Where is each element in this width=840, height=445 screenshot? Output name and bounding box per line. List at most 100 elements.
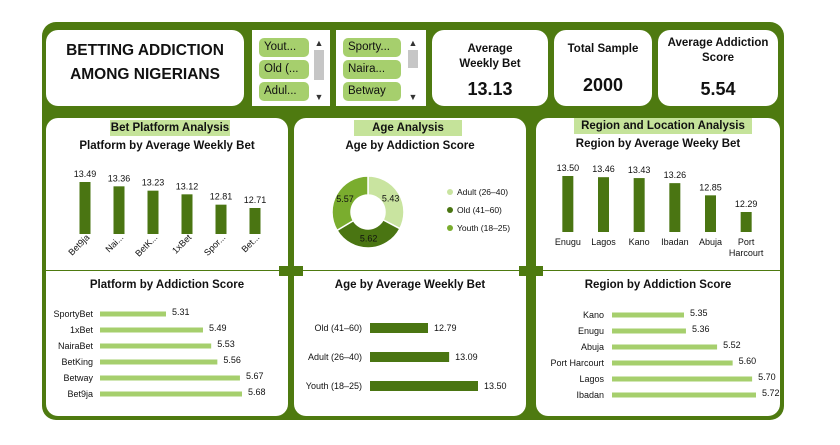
section-tag-region: Region and Location Analysis xyxy=(574,118,752,134)
donut-slice xyxy=(331,175,369,232)
slicer-scrollbar[interactable]: ▲ ▼ xyxy=(313,38,325,102)
category-label: Harcourt xyxy=(729,248,764,258)
data-label: 13.09 xyxy=(455,352,478,362)
data-label: 5.56 xyxy=(223,355,241,365)
category-label: 1xBet xyxy=(70,325,94,335)
data-label: 5.62 xyxy=(360,233,378,243)
region-addiction-score-chart: Kano 5.35 Enugu 5.36 Abuja 5.52 Port Harcourt 5… xyxy=(550,308,779,400)
data-label: 5.52 xyxy=(723,340,741,350)
age-analysis-card xyxy=(294,118,526,416)
chart-bar xyxy=(612,312,684,318)
kpi-label: Average Addiction Score xyxy=(667,37,769,64)
region-analysis-card xyxy=(536,118,780,416)
legend-marker xyxy=(447,207,453,213)
category-label: Port xyxy=(738,237,755,247)
chart-bar xyxy=(612,376,753,382)
category-label: Bet9ja xyxy=(67,389,93,399)
data-label: 13.26 xyxy=(664,170,687,180)
category-label: Lagos xyxy=(579,374,604,384)
category-label: SportyBet xyxy=(53,309,93,319)
data-label: 5.67 xyxy=(246,371,264,381)
slicer-item-betway[interactable]: Betway xyxy=(343,82,401,101)
legend-label: Youth (18–25) xyxy=(457,223,510,233)
chart-bar xyxy=(100,391,242,397)
chart-title: Region by Average Weeky Bet xyxy=(575,138,741,150)
chart-title: Region by Addiction Score xyxy=(584,279,732,291)
data-label: 5.68 xyxy=(248,387,266,397)
data-label: 5.31 xyxy=(172,307,190,317)
section-connector xyxy=(519,266,543,276)
category-label: Adult (26–40) xyxy=(308,352,362,362)
platform-slicer[interactable]: Sporty... Naira... Betway ▲ ▼ xyxy=(336,30,426,106)
data-label: 12.79 xyxy=(434,323,457,333)
section-connector xyxy=(279,266,303,276)
chart-bar xyxy=(633,178,645,232)
category-label: Ibadan xyxy=(576,390,604,400)
slicer-item-nairabet[interactable]: Naira... xyxy=(343,60,401,79)
region-weekly-bet-chart: 13.50 Enugu 13.46 Lagos 13.43 Kano 13.26 Ibadan… xyxy=(555,163,764,258)
data-label: 12.81 xyxy=(210,192,233,202)
slicer-item-youth[interactable]: Yout... xyxy=(259,38,309,57)
scroll-down-icon[interactable]: ▼ xyxy=(314,92,324,102)
data-label: 5.35 xyxy=(690,308,708,318)
data-label: 5.43 xyxy=(382,193,400,203)
chart-bar xyxy=(612,328,686,334)
section-tag-platform: Bet Platform Analysis xyxy=(110,120,230,136)
chart-bar xyxy=(113,186,125,234)
data-label: 13.43 xyxy=(628,165,651,175)
chart-bar xyxy=(370,323,428,333)
data-label: 13.12 xyxy=(176,181,199,191)
legend-marker xyxy=(447,189,453,195)
kpi-label: Average Weekly Bet xyxy=(459,43,521,70)
section-tag-age: Age Analysis xyxy=(354,120,462,136)
scroll-up-icon[interactable]: ▲ xyxy=(408,38,418,48)
slicer-scrollbar[interactable]: ▲ ▼ xyxy=(407,38,419,102)
chart-bar xyxy=(562,176,574,232)
chart-bar xyxy=(740,212,752,232)
legend-label: Old (41–60) xyxy=(457,205,502,215)
scroll-down-icon[interactable]: ▼ xyxy=(408,92,418,102)
chart-title: Age by Addiction Score xyxy=(345,140,475,152)
chart-title: Platform by Average Weekly Bet xyxy=(79,140,255,152)
category-label: NairaBet xyxy=(58,341,94,351)
category-label: BetK... xyxy=(133,232,159,258)
kpi-average-weekly-bet: Average Weekly Bet 13.13 xyxy=(432,30,548,106)
category-label: Enugu xyxy=(578,326,604,336)
slicer-item-old[interactable]: Old (... xyxy=(259,60,309,79)
chart-bar xyxy=(669,183,681,232)
chart-bar xyxy=(612,392,756,398)
category-label: Kano xyxy=(583,310,604,320)
chart-bar xyxy=(100,311,166,317)
chart-title: Platform by Addiction Score xyxy=(89,279,245,291)
legend-label: Adult (26–40) xyxy=(457,187,508,197)
category-label: Betway xyxy=(63,373,93,383)
data-label: 13.50 xyxy=(484,381,507,391)
kpi-label: Total Sample xyxy=(567,43,639,55)
category-label: Bet... xyxy=(239,232,261,254)
category-label: Spor... xyxy=(202,232,227,257)
data-label: 5.60 xyxy=(739,356,757,366)
data-label: 13.50 xyxy=(557,163,580,173)
chart-bar xyxy=(79,182,91,234)
data-label: 5.57 xyxy=(336,194,354,204)
data-label: 5.49 xyxy=(209,323,227,333)
data-label: 13.23 xyxy=(142,178,165,188)
dashboard-title-line-2: AMONG NIGERIANS xyxy=(70,66,220,83)
slicer-item-adult[interactable]: Adul... xyxy=(259,82,309,101)
data-label: 5.70 xyxy=(758,372,776,382)
title-card: BETTING ADDICTION AMONG NIGERIANS xyxy=(46,30,244,106)
donut-slice xyxy=(336,218,401,249)
scroll-thumb[interactable] xyxy=(408,50,418,68)
scroll-up-icon[interactable]: ▲ xyxy=(314,38,324,48)
chart-title: Age by Average Weekly Bet xyxy=(334,279,486,291)
chart-bar xyxy=(147,190,159,234)
kpi-total-sample: Total Sample 2000 xyxy=(554,30,652,106)
kpi-average-addiction-score: Average Addiction Score 5.54 xyxy=(658,30,778,106)
slicer-item-sportybet[interactable]: Sporty... xyxy=(343,38,401,57)
data-label: 12.85 xyxy=(699,182,722,192)
data-label: 13.36 xyxy=(108,173,131,183)
age-group-slicer[interactable]: Yout... Old (... Adul... ▲ ▼ xyxy=(252,30,330,106)
category-label: Kano xyxy=(629,237,650,247)
data-label: 5.36 xyxy=(692,324,710,334)
scroll-thumb[interactable] xyxy=(314,50,324,80)
